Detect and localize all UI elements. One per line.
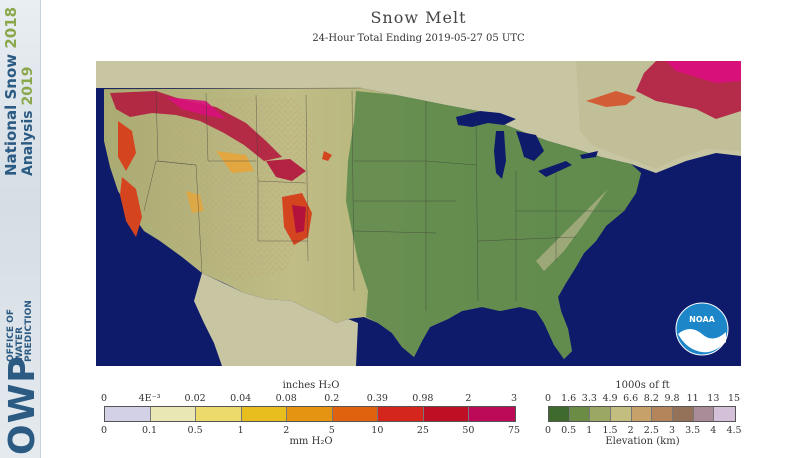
legend-tick-label: 1.5 <box>602 425 618 436</box>
page-subtitle: 24-Hour Total Ending 2019-05-27 05 UTC <box>312 33 525 44</box>
legend-swatch <box>610 407 632 421</box>
legend-swatch <box>672 407 694 421</box>
legend-swatch <box>631 407 653 421</box>
legend-tick-label: 1.6 <box>561 393 577 404</box>
legend-tick-label: 0.5 <box>561 425 577 436</box>
legend-swatch <box>423 407 470 421</box>
lake-superior <box>456 111 516 127</box>
melt-color-bar <box>104 406 516 422</box>
legend-swatch <box>287 407 333 421</box>
noaa-logo[interactable]: NOAA <box>675 302 729 356</box>
sidebar-subtitle: Analysis 2019 <box>20 67 36 176</box>
sidebar-title: National Snow 2018 <box>2 7 20 176</box>
melt-legend-unit-top: inches H₂O <box>282 380 340 391</box>
mexico-region <box>194 273 358 366</box>
legend-tick-label: 25 <box>416 425 429 436</box>
legend-tick-label: 8.2 <box>643 393 659 404</box>
legend-swatch <box>693 407 715 421</box>
legend-tick-label: 0.04 <box>230 393 252 404</box>
elev-legend-unit-bottom: Elevation (km) <box>605 436 680 447</box>
noaa-label: NOAA <box>689 315 715 324</box>
legend-tick-label: 0 <box>544 425 552 436</box>
legend-tick-label: 15 <box>727 393 741 404</box>
legend-tick-label: 0 <box>100 425 108 436</box>
legend-tick-label: 0.5 <box>187 425 203 436</box>
legend-tick-label: 9.8 <box>664 393 680 404</box>
legend-tick-label: 0.98 <box>412 393 434 404</box>
legend-tick-label: 3 <box>510 393 518 404</box>
legend-tick-label: 0.08 <box>275 393 297 404</box>
lake-erie <box>538 161 572 177</box>
elev-legend-unit-top: 1000s of ft <box>615 380 670 391</box>
legend-tick-label: 0 <box>100 393 108 404</box>
legend-tick-label: 4 <box>710 425 717 436</box>
legend-tick-label: 2 <box>283 425 290 436</box>
sidebar-subtitle-year: 2019 <box>20 66 36 106</box>
legend-swatch <box>105 407 151 421</box>
lake-huron <box>516 131 544 161</box>
legend-swatch <box>196 407 242 421</box>
legend-tick-label: 3.5 <box>685 425 701 436</box>
legend-tick-label: 11 <box>686 393 699 404</box>
legend-swatch <box>332 407 379 421</box>
owp-text-line: PREDICTION <box>24 300 34 362</box>
legend-tick-label: 2 <box>465 393 472 404</box>
legend-tick-label: 13 <box>707 393 720 404</box>
legend-tick-label: 0.39 <box>366 393 388 404</box>
legend-swatch <box>569 407 591 421</box>
elevation-color-bar <box>548 406 736 422</box>
legend-tick-label: 2.5 <box>643 425 659 436</box>
sidebar-subtitle-text: Analysis <box>20 110 36 176</box>
legend-swatch <box>469 407 515 421</box>
melt-legend: inches H₂O 0 4E⁻³ 0.02 0.04 0.08 0.2 0.39 0.98 2… <box>96 378 526 454</box>
sidebar-title-text: National Snow <box>2 53 20 176</box>
legend-swatch <box>549 407 570 421</box>
melt-legend-unit-bottom: mm H₂O <box>289 436 333 447</box>
legend-tick-label: 2 <box>627 425 634 436</box>
sidebar-title-year: 2018 <box>2 6 20 49</box>
owp-logo-text: OFFICE OF WATER PREDICTION <box>6 300 34 362</box>
legend-tick-label: 6.6 <box>623 393 639 404</box>
legend-swatch <box>714 407 735 421</box>
legend-tick-label: 10 <box>371 425 384 436</box>
snow-melt-areas <box>110 91 332 245</box>
eastern-lowlands <box>346 91 641 359</box>
legend-tick-label: 1 <box>237 425 244 436</box>
legend-tick-label: 0 <box>544 393 552 404</box>
legend-tick-label: 0.1 <box>141 425 158 436</box>
lake-michigan <box>494 131 506 179</box>
legend-tick-label: 3.3 <box>581 393 597 404</box>
legend-tick-label: 0.02 <box>184 393 206 404</box>
legend-swatch <box>241 407 288 421</box>
legend-tick-label: 50 <box>462 425 475 436</box>
sidebar: National Snow 2018 Analysis 2019 OWP OFF… <box>0 0 43 458</box>
page-title: Snow Melt <box>370 8 467 27</box>
legend-swatch <box>590 407 611 421</box>
state-borders <box>103 87 626 311</box>
legend-tick-label: 3 <box>668 425 676 436</box>
canada-snow-melt-max <box>666 61 741 83</box>
owp-logo[interactable]: OWP <box>2 355 43 455</box>
legend-swatch <box>378 407 424 421</box>
snow-melt-map <box>96 61 741 366</box>
legend-tick-label: 75 <box>507 425 521 436</box>
lake-ontario <box>580 151 598 159</box>
legend-swatch <box>652 407 673 421</box>
legend-tick-label: 0.2 <box>324 393 340 404</box>
legend-tick-label: 5 <box>328 425 335 436</box>
legend-tick-label: 1 <box>586 425 593 436</box>
legend-tick-label: 4.9 <box>602 393 618 404</box>
legend-swatch <box>150 407 197 421</box>
canada-snow-melt-ne <box>586 91 636 107</box>
legend-tick-label: 4E⁻³ <box>138 393 161 404</box>
legend-tick-label: 4.5 <box>726 425 742 436</box>
